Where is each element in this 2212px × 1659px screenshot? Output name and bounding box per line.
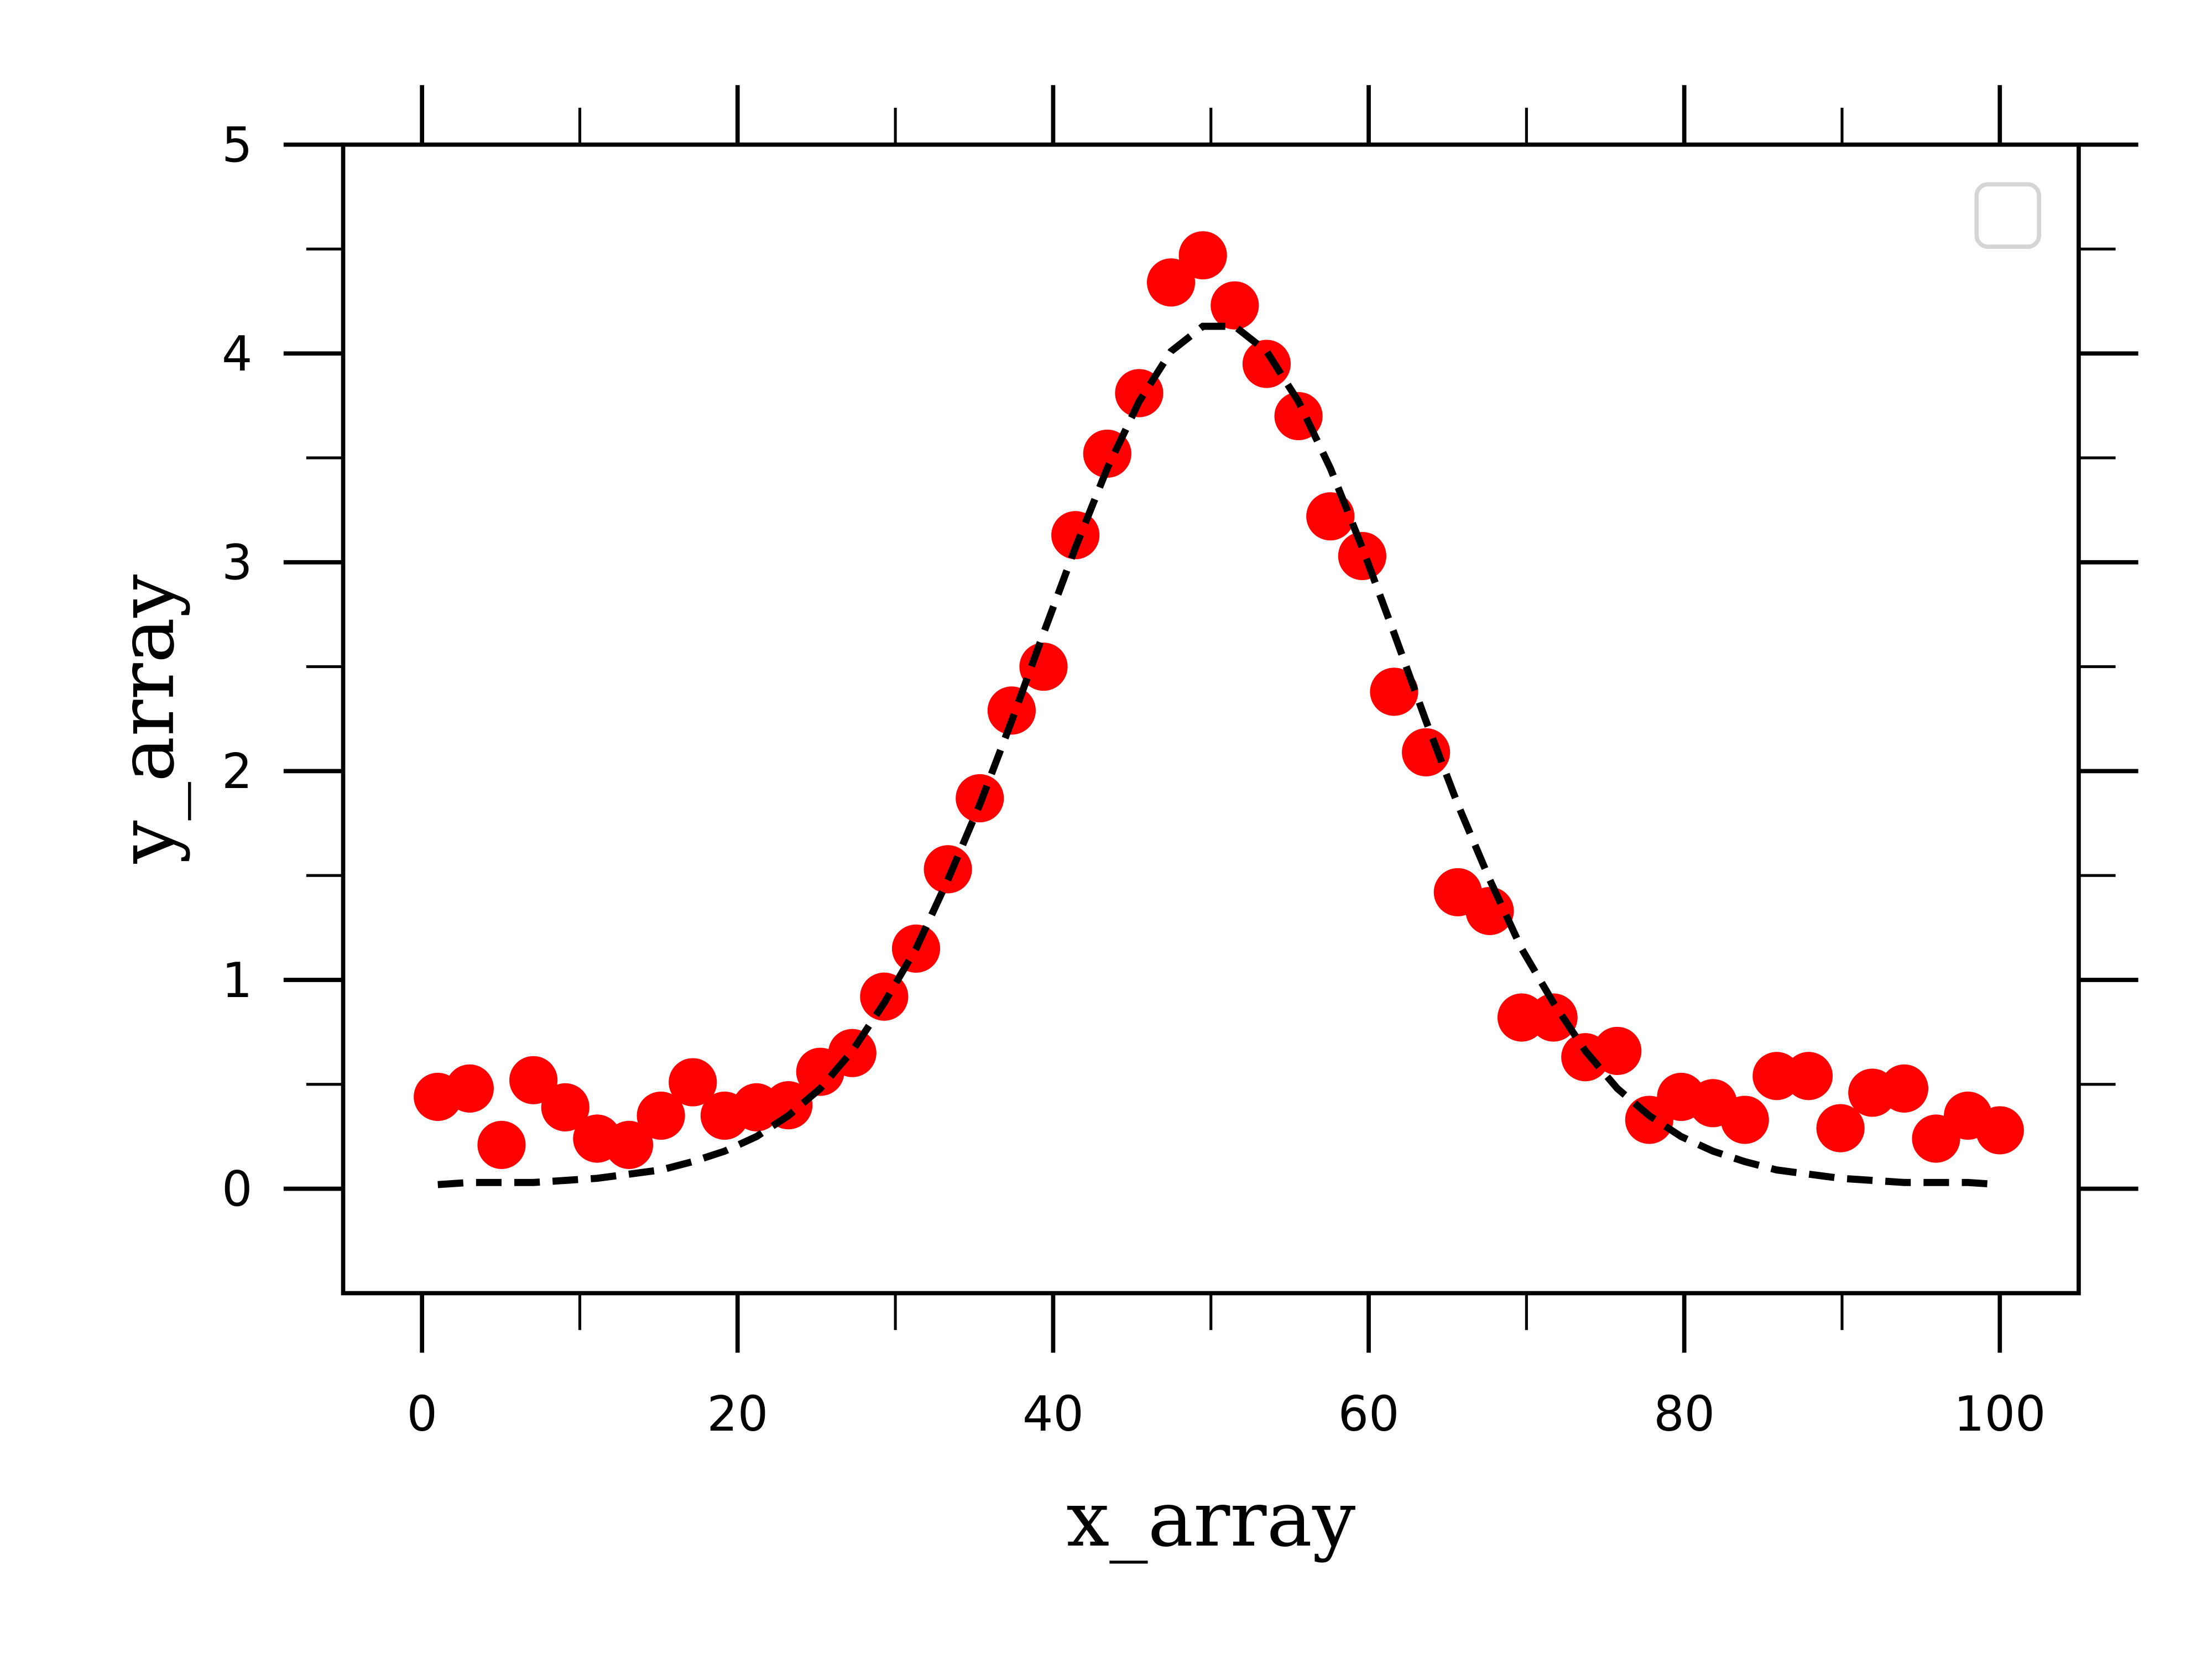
y-tick-label: 1 [222,952,252,1009]
data-point [541,1083,589,1131]
data-point [1338,531,1386,581]
data-point [669,1058,717,1107]
x-tick-label: 60 [1338,1386,1400,1442]
data-point [1242,340,1291,388]
data-point [509,1056,558,1104]
x-tick-label: 0 [406,1386,437,1442]
x-tick-label: 20 [707,1386,768,1442]
legend [1974,182,2042,249]
y-tick-label: 4 [222,326,252,382]
y-tick-label: 0 [222,1161,252,1217]
data-point [764,1081,813,1130]
x-tick-label: 40 [1022,1386,1084,1442]
fit-line [437,322,2000,1188]
y-axis-label: y_array [102,574,191,864]
data-point [1019,643,1068,691]
data-point [924,845,972,894]
data-point [1784,1052,1833,1100]
x-axis-label: x_array [1066,1474,1355,1564]
data-point [637,1091,685,1140]
data-point [445,1064,494,1113]
x-tick-label: 100 [1954,1386,2046,1442]
plot-frame [341,142,2081,1296]
x-tick-label: 80 [1653,1386,1715,1442]
data-point [1720,1095,1769,1144]
y-tick-label: 3 [222,535,252,591]
data-point [1370,667,1418,716]
data-point [1593,1026,1642,1076]
data-point [1178,231,1227,280]
data-point [987,686,1036,735]
y-tick-label: 2 [222,743,252,800]
data-point [1880,1064,1929,1113]
data-point [1975,1106,2024,1155]
data-point [1529,993,1578,1042]
data-point [1465,886,1514,936]
data-point [1402,728,1451,777]
data-point [1211,281,1259,330]
data-point [1816,1104,1865,1152]
data-point [1306,492,1355,541]
y-tick-label: 5 [222,117,252,173]
data-point [477,1120,526,1169]
data-point [1146,258,1196,307]
data-point [604,1120,654,1169]
